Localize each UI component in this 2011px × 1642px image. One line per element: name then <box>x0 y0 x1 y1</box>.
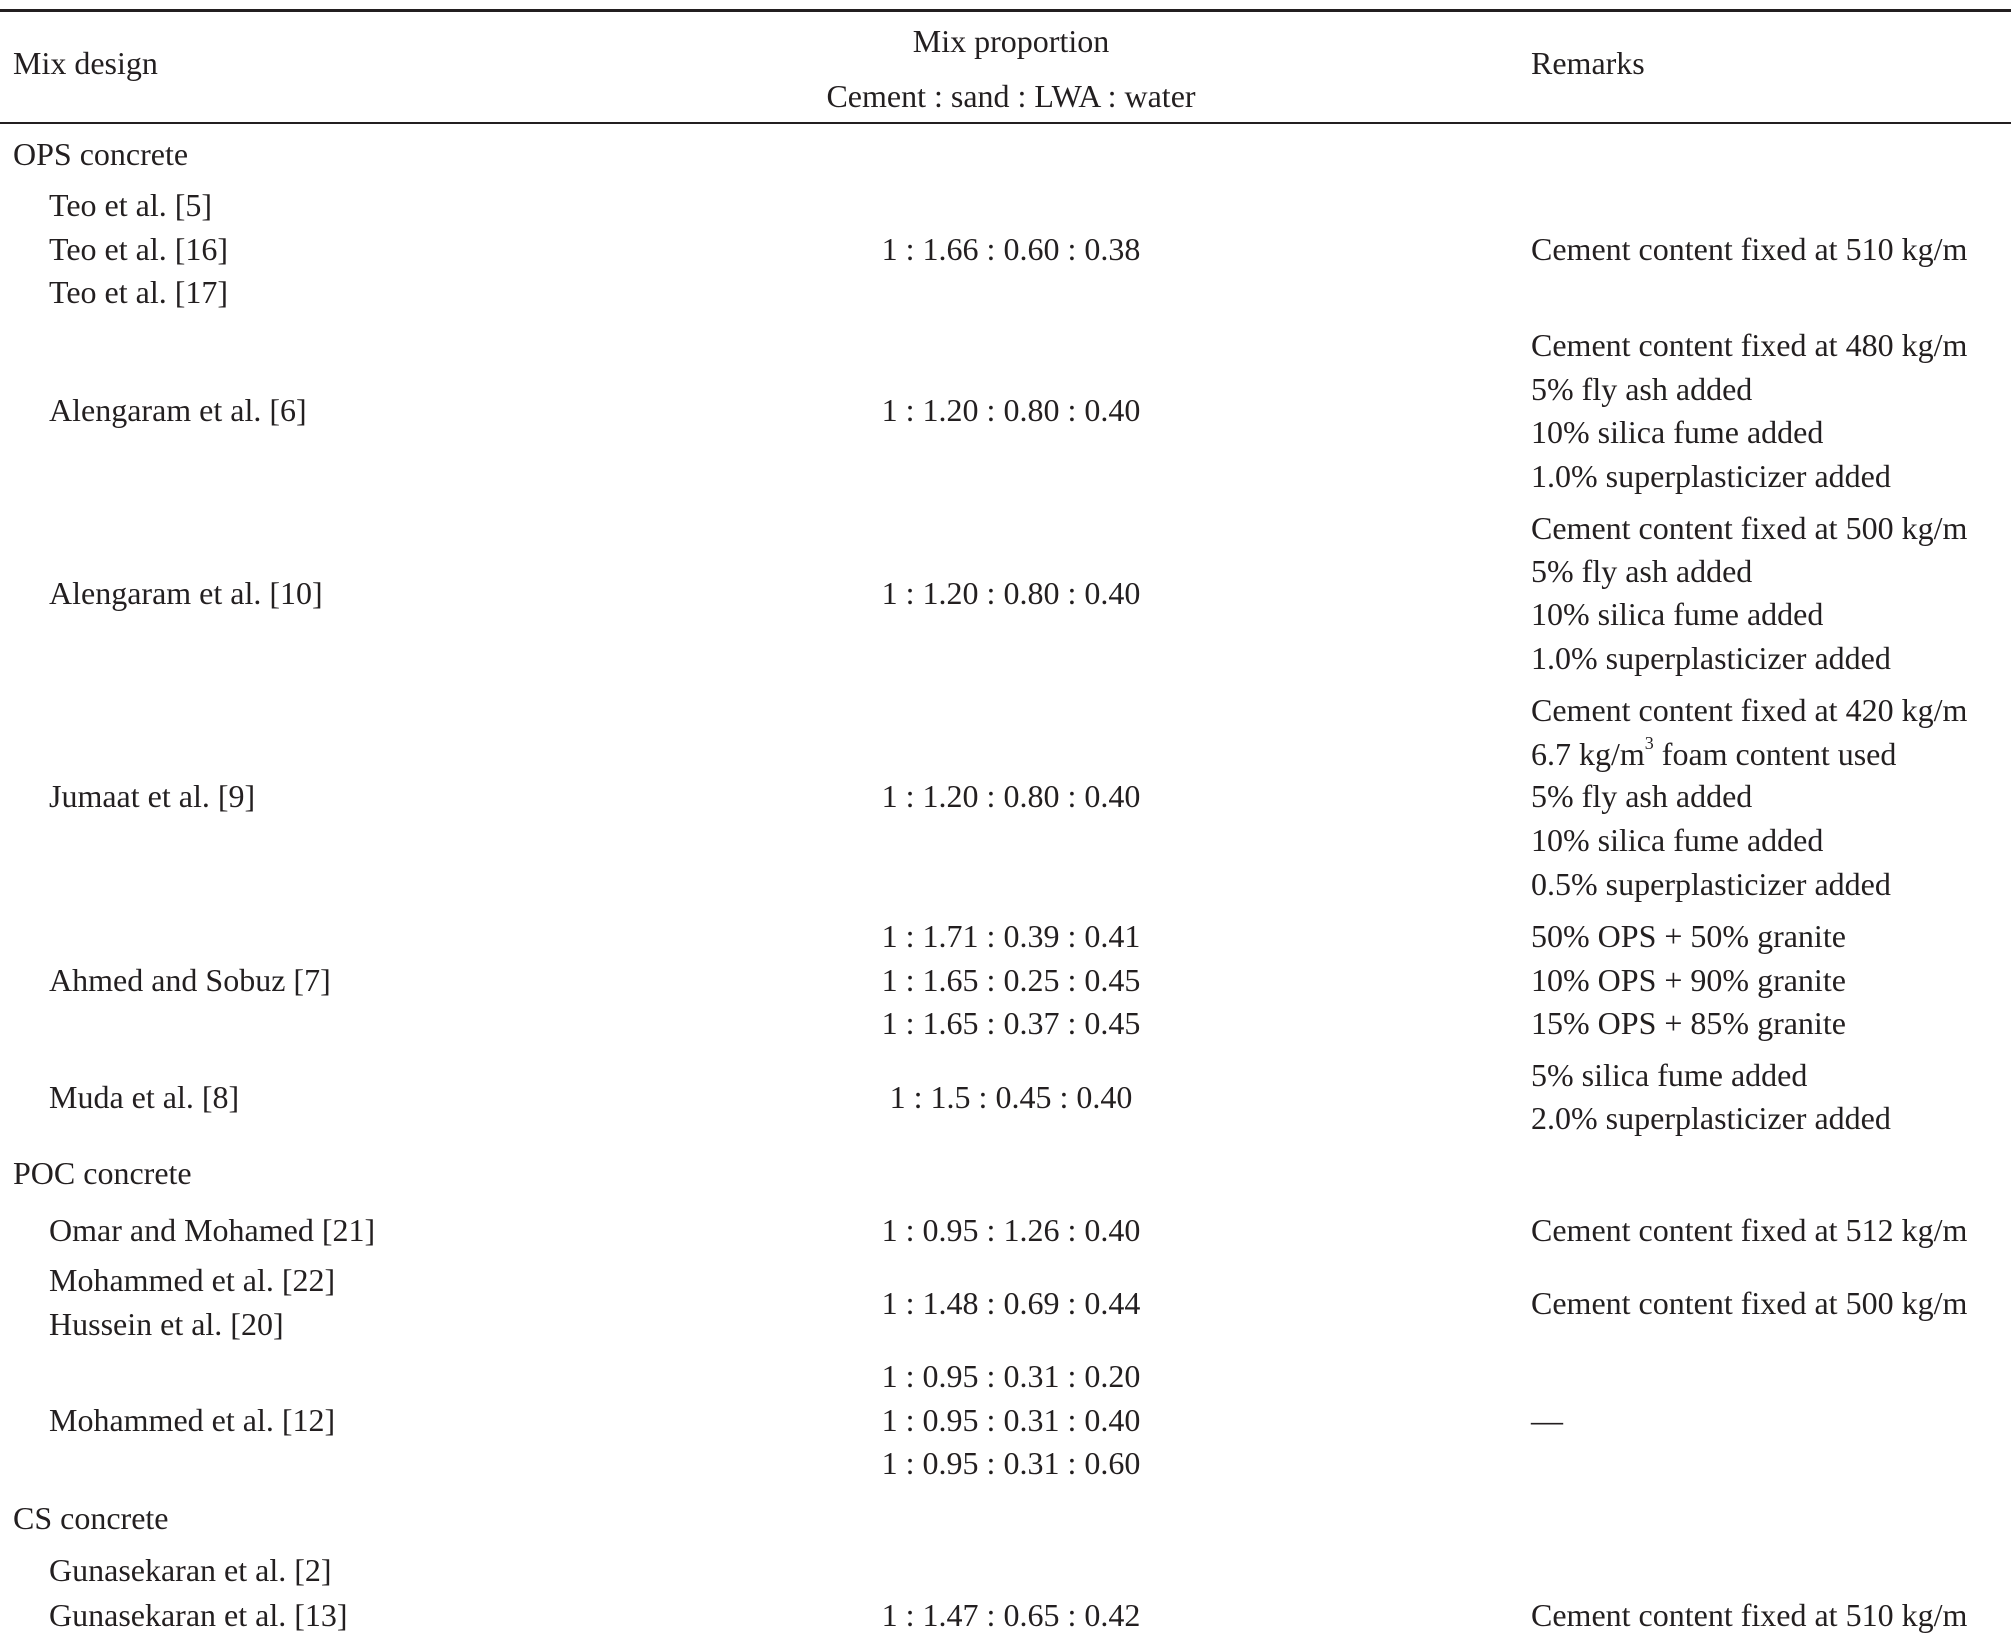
proportion: 1 : 1.65 : 0.25 : 0.45 <box>881 962 1141 998</box>
ref: Teo et al. [17] <box>49 274 229 310</box>
remark: 10% silica fume added <box>1531 596 1824 632</box>
ref: Mohammed et al. [22] <box>49 1262 336 1298</box>
ref: Hussein et al. [20] <box>49 1306 284 1342</box>
remark-foam-unit: 6.7 kg/m <box>1531 736 1645 772</box>
remark: 2.0% superplasticizer added <box>1531 1100 1891 1136</box>
proportion: 1 : 1.20 : 0.80 : 0.40 <box>881 575 1141 611</box>
remark: Cement content fixed at 420 kg/m <box>1531 692 1968 728</box>
remark: 5% silica fume added <box>1531 1057 1808 1093</box>
ref: Teo et al. [16] <box>49 231 229 267</box>
remark: 10% silica fume added <box>1531 414 1824 450</box>
proportion: 1 : 1.20 : 0.80 : 0.40 <box>881 778 1141 814</box>
remark: Cement content fixed at 510 kg/m <box>1531 231 1968 267</box>
remark: — <box>1531 1402 1563 1438</box>
proportion: 1 : 1.71 : 0.39 : 0.41 <box>881 918 1141 954</box>
group-title-cs: CS concrete <box>13 1500 169 1536</box>
ref: Jumaat et al. [9] <box>49 778 256 814</box>
remark-foam-rest: foam content used <box>1653 736 1897 772</box>
proportion: 1 : 1.48 : 0.69 : 0.44 <box>881 1285 1141 1321</box>
remark: 10% silica fume added <box>1531 822 1824 858</box>
proportion: 1 : 1.65 : 0.37 : 0.45 <box>881 1005 1141 1041</box>
remark: Cement content fixed at 510 kg/m <box>1531 1597 1968 1633</box>
header-proportion-units: Cement : sand : LWA : water <box>826 78 1196 114</box>
remark: 5% fly ash added <box>1531 778 1753 814</box>
proportion: 1 : 1.47 : 0.65 : 0.42 <box>881 1597 1141 1633</box>
header-remarks: Remarks <box>1531 45 1645 81</box>
ref: Omar and Mohamed [21] <box>49 1212 376 1248</box>
table-top-rule <box>0 9 2011 12</box>
ref: Gunasekaran et al. [2] <box>49 1552 332 1588</box>
remark: 5% fly ash added <box>1531 553 1753 589</box>
ref: Mohammed et al. [12] <box>49 1402 336 1438</box>
proportion: 1 : 1.66 : 0.60 : 0.38 <box>881 231 1141 267</box>
ref: Muda et al. [8] <box>49 1079 240 1115</box>
remark: Cement content fixed at 500 kg/m <box>1531 1285 1968 1321</box>
remark: Cement content fixed at 480 kg/m <box>1531 327 1968 363</box>
header-bottom-rule <box>0 122 2011 124</box>
ref: Alengaram et al. [10] <box>49 575 323 611</box>
proportion: 1 : 0.95 : 0.31 : 0.40 <box>881 1402 1141 1438</box>
proportion: 1 : 1.20 : 0.80 : 0.40 <box>881 392 1141 428</box>
ref: Teo et al. [5] <box>49 187 213 223</box>
group-title-ops: OPS concrete <box>13 136 189 172</box>
remark: 1.0% superplasticizer added <box>1531 640 1891 676</box>
ref: Ahmed and Sobuz [7] <box>49 962 331 998</box>
proportion: 1 : 1.5 : 0.45 : 0.40 <box>889 1079 1133 1115</box>
proportion: 1 : 0.95 : 0.31 : 0.20 <box>881 1358 1141 1394</box>
header-mix-design: Mix design <box>13 45 158 81</box>
remark: 1.0% superplasticizer added <box>1531 458 1891 494</box>
remark: 0.5% superplasticizer added <box>1531 866 1891 902</box>
remark: 5% fly ash added <box>1531 371 1753 407</box>
proportion: 1 : 0.95 : 1.26 : 0.40 <box>881 1212 1141 1248</box>
header-mix-proportion: Mix proportion <box>912 23 1110 59</box>
remark: 50% OPS + 50% granite <box>1531 918 1846 954</box>
remark: Cement content fixed at 512 kg/m <box>1531 1212 1968 1248</box>
superscript: 3 <box>1644 733 1654 754</box>
proportion: 1 : 0.95 : 0.31 : 0.60 <box>881 1445 1141 1481</box>
ref: Gunasekaran et al. [13] <box>49 1597 348 1633</box>
remark: Cement content fixed at 500 kg/m <box>1531 510 1968 546</box>
remark-foam: 6.7 kg/m3 foam content used <box>1531 734 1896 774</box>
group-title-poc: POC concrete <box>13 1155 192 1191</box>
remark: 10% OPS + 90% granite <box>1531 962 1846 998</box>
remark: 15% OPS + 85% granite <box>1531 1005 1846 1041</box>
ref: Alengaram et al. [6] <box>49 392 307 428</box>
